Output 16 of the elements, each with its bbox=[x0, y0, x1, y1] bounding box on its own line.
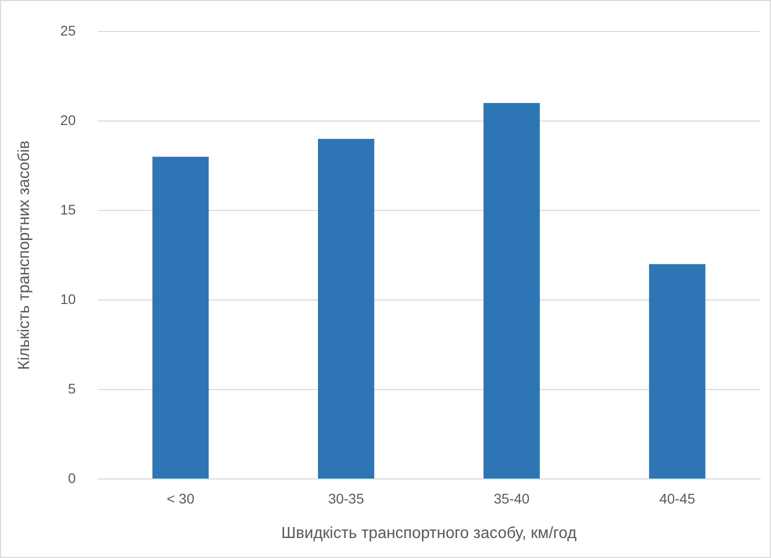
y-axis-title: Кількість транспортних засобів bbox=[16, 140, 34, 370]
x-tick-label: 30-35 bbox=[328, 490, 364, 506]
bar bbox=[649, 264, 706, 478]
bar bbox=[484, 103, 540, 478]
y-tick-label: 5 bbox=[68, 380, 76, 396]
y-tick-label: 25 bbox=[60, 22, 76, 38]
x-tick-label: 40-45 bbox=[659, 490, 696, 506]
y-tick-label: 15 bbox=[60, 201, 76, 218]
y-tick-label: 0 bbox=[68, 470, 76, 486]
x-tick-label: < 30 bbox=[166, 490, 195, 506]
y-tick-label: 20 bbox=[60, 112, 76, 128]
bar bbox=[152, 156, 209, 478]
bar bbox=[318, 138, 374, 478]
x-tick-label: 35-40 bbox=[494, 490, 530, 506]
x-axis-title: Швидкість транспортного засобу, км/год bbox=[281, 524, 578, 542]
y-tick-label: 10 bbox=[60, 290, 76, 307]
